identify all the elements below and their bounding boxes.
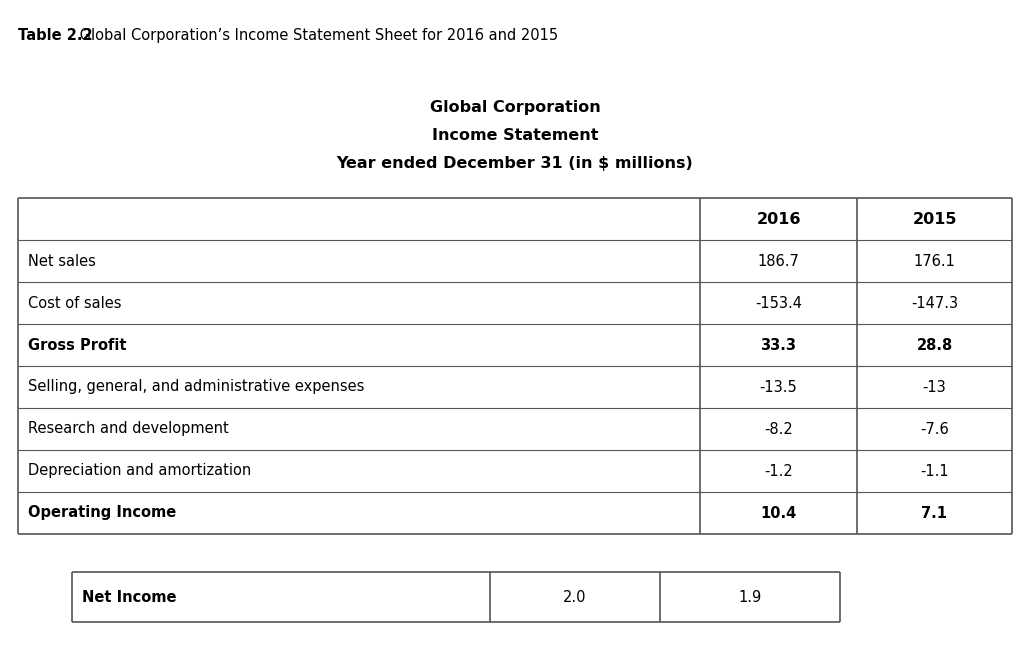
Text: 33.3: 33.3 [760,337,796,352]
Text: Cost of sales: Cost of sales [28,296,122,310]
Text: 1.9: 1.9 [739,589,761,605]
Text: Global Corporation: Global Corporation [430,100,600,115]
Text: 2016: 2016 [756,211,800,226]
Text: -8.2: -8.2 [764,422,793,436]
Text: -13.5: -13.5 [759,379,797,395]
Text: Research and development: Research and development [28,422,229,436]
Text: Table 2.2: Table 2.2 [18,28,93,43]
Text: 10.4: 10.4 [760,506,796,521]
Text: 2015: 2015 [913,211,957,226]
Text: Year ended December 31 (in $ millions): Year ended December 31 (in $ millions) [337,156,693,171]
Text: Global Corporation’s Income Statement Sheet for 2016 and 2015: Global Corporation’s Income Statement Sh… [75,28,558,43]
Text: Depreciation and amortization: Depreciation and amortization [28,463,251,478]
Text: 176.1: 176.1 [914,253,956,269]
Text: Gross Profit: Gross Profit [28,337,127,352]
Text: -13: -13 [923,379,947,395]
Text: -1.1: -1.1 [920,463,949,478]
Text: 186.7: 186.7 [757,253,799,269]
Text: Net sales: Net sales [28,253,96,269]
Text: 7.1: 7.1 [922,506,948,521]
Text: Net Income: Net Income [82,589,176,605]
Text: -153.4: -153.4 [755,296,802,310]
Text: -147.3: -147.3 [911,296,958,310]
Text: -7.6: -7.6 [920,422,949,436]
Text: Operating Income: Operating Income [28,506,176,521]
Text: 2.0: 2.0 [563,589,587,605]
Text: -1.2: -1.2 [764,463,793,478]
Text: Selling, general, and administrative expenses: Selling, general, and administrative exp… [28,379,365,395]
Text: 28.8: 28.8 [917,337,953,352]
Text: Income Statement: Income Statement [432,128,598,143]
